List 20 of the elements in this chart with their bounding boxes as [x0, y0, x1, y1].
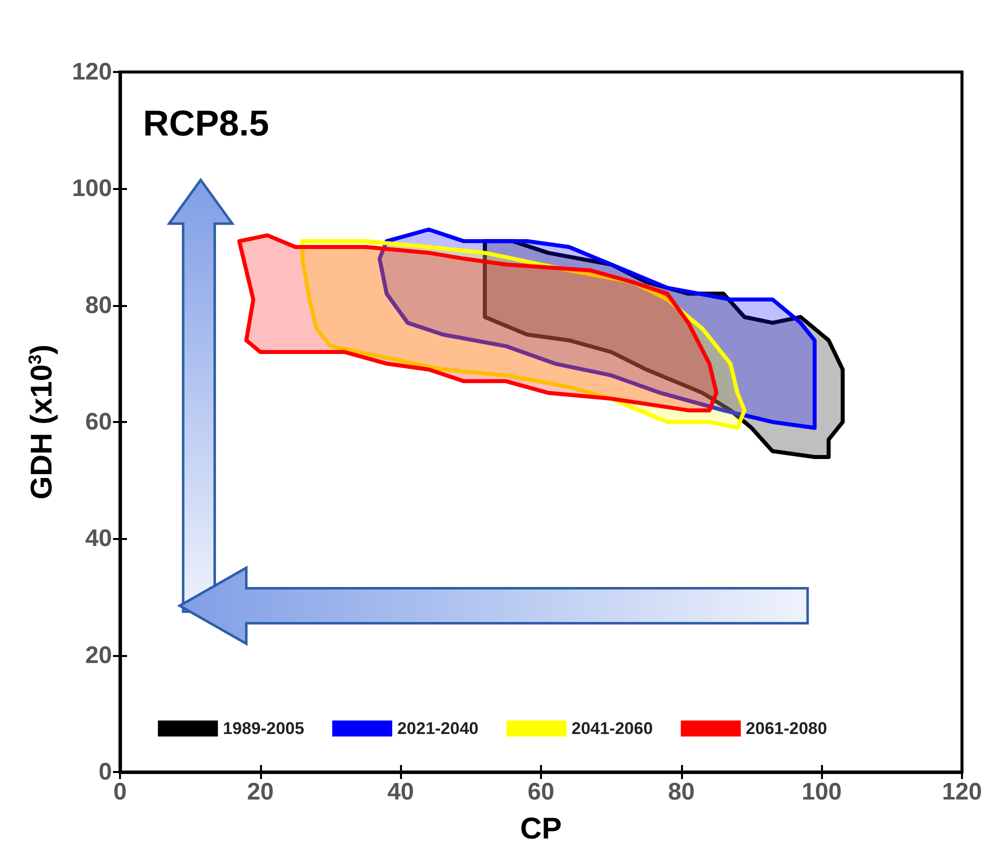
legend-label: 1989-2005: [222, 719, 304, 738]
y-tick-label: 40: [85, 525, 112, 552]
x-tick-label: 60: [528, 778, 554, 806]
x-tick-label: 120: [942, 778, 982, 806]
y-axis-title: GDH (x103): [25, 344, 58, 500]
x-tick-label: 100: [802, 778, 842, 806]
x-tick-label: 20: [246, 778, 274, 806]
y-tick-label: 0: [98, 758, 112, 786]
x-tick-label: 40: [387, 778, 414, 806]
x-tick-label: 80: [668, 778, 695, 806]
legend-label: 2021-2040: [397, 719, 479, 738]
series-label: 2041-2060: [572, 719, 653, 738]
y-tick-label: 80: [85, 292, 112, 319]
y-tick-label: 20: [85, 642, 112, 669]
legend-label: 2061-2080: [746, 719, 828, 738]
x-axis-title: CP: [520, 812, 562, 846]
y-tick-label: 120: [72, 58, 112, 86]
y-tick-label: 100: [72, 175, 112, 202]
y-tick-label: 60: [85, 408, 112, 436]
text: RCP8.5: [143, 102, 270, 144]
